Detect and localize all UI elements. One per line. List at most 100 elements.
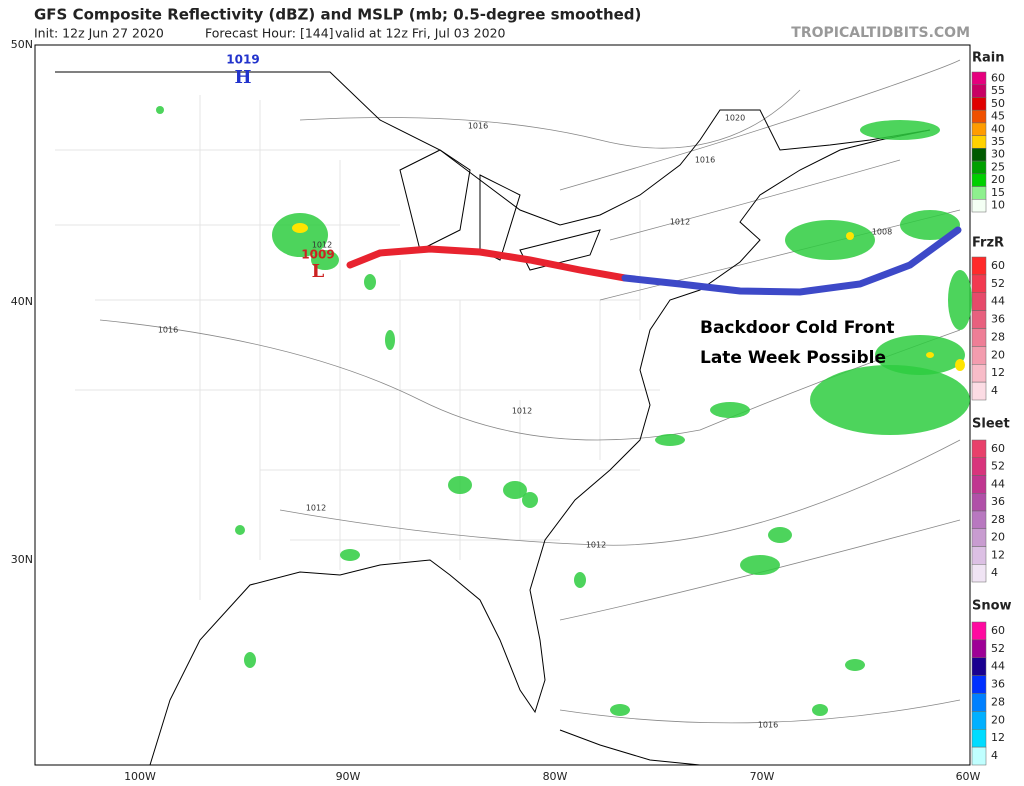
isobar-label: 1016: [158, 326, 178, 335]
isobar-label: 1020: [725, 114, 745, 123]
legend-value: 55: [991, 84, 1005, 97]
legend-swatch: [971, 292, 987, 311]
legend-swatch: [971, 97, 987, 111]
legend-value: 36: [991, 495, 1005, 508]
isobar-label: 1008: [872, 228, 892, 237]
legend-value: 28: [991, 513, 1005, 526]
legend-value: 60: [991, 442, 1005, 455]
precip-area: [845, 659, 865, 671]
legend-value: 50: [991, 97, 1005, 110]
legend-value: 15: [991, 186, 1005, 199]
isobar-label: 1016: [758, 721, 778, 730]
legend-swatch: [971, 256, 987, 276]
legend-swatch: [971, 675, 987, 694]
annotation: Backdoor Cold Front: [700, 318, 895, 338]
legend-value: 4: [991, 384, 998, 397]
legend-swatch: [971, 711, 987, 730]
legend-value: 60: [991, 259, 1005, 272]
lon-label: 100W: [124, 770, 156, 783]
legend-value: 36: [991, 678, 1005, 691]
precip-area: [812, 704, 828, 716]
legend-value: 4: [991, 749, 998, 762]
isobar-label: 1012: [512, 407, 532, 416]
precip-area: [522, 492, 538, 508]
legend-swatch: [971, 148, 987, 162]
legend-swatch: [971, 546, 987, 565]
legend-value: 12: [991, 366, 1005, 379]
isobar-label: 1012: [306, 504, 326, 513]
legend-swatch: [971, 84, 987, 98]
legend-swatch: [971, 381, 987, 401]
legend-value: 28: [991, 695, 1005, 708]
precip-area: [385, 330, 395, 350]
legend-value: 52: [991, 642, 1005, 655]
precip-area: [875, 335, 965, 375]
legend-swatch: [971, 564, 987, 583]
legend-swatch: [971, 135, 987, 149]
legend-swatch: [971, 457, 987, 476]
legend-title: Rain: [972, 51, 1005, 66]
legend-swatch: [971, 475, 987, 494]
legend-value: 20: [991, 531, 1005, 544]
precip-area: [710, 402, 750, 418]
precip-core: [955, 359, 965, 371]
legend-value: 10: [991, 199, 1005, 212]
legend-swatch: [971, 528, 987, 547]
legend-swatch: [971, 346, 987, 365]
legend-swatch: [971, 746, 987, 766]
warm-segment: [346, 245, 629, 282]
isobar-label: 1012: [312, 241, 332, 250]
precip-area: [574, 572, 586, 588]
lon-label: 80W: [543, 770, 568, 783]
legend-value: 60: [991, 71, 1005, 84]
precip-area: [311, 250, 339, 270]
legend-swatch: [971, 657, 987, 676]
grid-lines: [55, 95, 660, 600]
borders: [55, 71, 931, 766]
legend-title: Snow: [972, 599, 1012, 614]
legend-swatch: [971, 639, 987, 658]
legend-value: 36: [991, 313, 1005, 326]
precip-area: [948, 270, 972, 330]
precip-area: [503, 481, 527, 499]
legend-swatch: [971, 122, 987, 136]
legend-swatch: [971, 364, 987, 383]
legend-swatch: [971, 310, 987, 329]
legend-value: 52: [991, 460, 1005, 473]
precip-area: [655, 434, 685, 446]
precip-area: [610, 704, 630, 716]
legend-value: 45: [991, 110, 1005, 123]
precipitation: [156, 106, 972, 716]
precip-core: [926, 352, 934, 358]
precip-area: [235, 525, 245, 535]
precip-area: [900, 210, 960, 240]
legend-value: 44: [991, 477, 1005, 490]
legend-swatch: [971, 693, 987, 712]
isobar-label: 1016: [468, 122, 488, 131]
legend-swatch: [971, 71, 987, 85]
legend-value: 60: [991, 624, 1005, 637]
legend-value: 44: [991, 295, 1005, 308]
lon-label: 70W: [750, 770, 775, 783]
legend-value: 28: [991, 330, 1005, 343]
valid-time: valid at 12z Fri, Jul 03 2020: [335, 26, 506, 41]
legend-swatch: [971, 328, 987, 347]
lat-label: 30N: [11, 553, 33, 566]
precip-area: [740, 555, 780, 575]
legend-swatch: [971, 173, 987, 187]
legend-swatch: [971, 109, 987, 124]
precip-area: [156, 106, 164, 114]
brand: TROPICALTIDBITS.COM: [791, 25, 970, 41]
legend-title: FrzR: [972, 236, 1004, 251]
legend-swatch: [971, 621, 987, 641]
precip-area: [810, 365, 970, 435]
lon-label: 90W: [336, 770, 361, 783]
legend-swatch: [971, 186, 987, 200]
isobar-label: 1012: [670, 218, 690, 227]
precip-core: [846, 232, 854, 240]
lon-label: 60W: [956, 770, 981, 783]
precip-area: [768, 527, 792, 543]
title: GFS Composite Reflectivity (dBZ) and MSL…: [34, 6, 641, 24]
legend-value: 20: [991, 713, 1005, 726]
